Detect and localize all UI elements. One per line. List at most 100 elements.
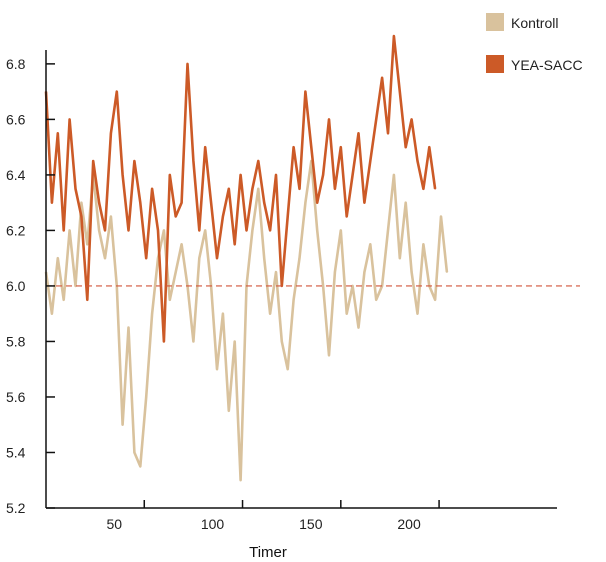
data-point-yea-sacc [110,132,112,135]
data-point-kontroll [304,201,307,204]
data-point-yea-sacc [357,132,360,135]
data-point-yea-sacc [363,201,366,204]
y-tick-label: 5.6 [6,389,26,405]
data-point-kontroll [80,201,83,204]
data-point-kontroll [410,271,413,273]
data-point-kontroll [145,396,147,398]
data-point-kontroll [440,215,442,218]
data-point-yea-sacc [298,188,301,190]
data-point-kontroll [275,271,277,273]
data-point-kontroll [251,229,254,232]
data-point-kontroll [151,312,153,315]
y-axis-ticks: 5.2 5.4 5.6 5.8 6.0 6.2 6.4 6.6 6.8 [6,56,55,516]
data-point-yea-sacc [62,229,65,232]
data-point-yea-sacc [98,201,100,204]
data-point-kontroll [239,479,242,482]
data-point-kontroll [163,229,165,232]
data-point-yea-sacc [169,174,171,176]
data-point-yea-sacc [92,160,94,162]
data-point-kontroll [104,257,106,260]
y-tick-label: 6.4 [6,167,26,183]
series-layer [44,34,449,482]
data-point-kontroll [228,410,230,412]
data-point-yea-sacc [351,174,354,176]
data-point-kontroll [345,312,348,315]
data-point-yea-sacc [139,201,142,204]
data-point-kontroll [192,340,195,343]
data-point-yea-sacc [369,160,372,162]
data-point-yea-sacc [257,160,260,162]
data-point-kontroll [351,285,354,287]
data-point-yea-sacc [381,77,383,79]
data-point-yea-sacc [304,90,307,93]
x-tick-label: 150 [299,516,323,532]
data-point-yea-sacc [345,215,348,218]
legend-swatch-yea-sacc [486,55,504,73]
data-point-kontroll [139,465,142,468]
data-point-kontroll [387,229,389,232]
data-point-kontroll [180,243,183,246]
x-axis-ticks: 50 100 150 200 [106,500,440,532]
data-point-kontroll [416,312,419,315]
data-point-kontroll [222,312,224,315]
data-point-kontroll [198,257,201,260]
data-point-kontroll [281,340,283,343]
data-point-yea-sacc [133,160,136,162]
y-tick-label: 5.4 [6,444,26,460]
data-point-yea-sacc [74,188,77,190]
data-point-kontroll [57,257,59,260]
x-tick-label: 100 [201,516,225,532]
data-point-kontroll [269,312,271,315]
data-point-yea-sacc [269,229,271,232]
y-tick-label: 5.8 [6,333,26,349]
data-point-kontroll [334,271,336,273]
data-point-yea-sacc [410,118,413,121]
data-point-kontroll [121,423,124,426]
data-point-yea-sacc [151,188,153,190]
y-tick-label: 6.0 [6,278,26,294]
data-point-kontroll [133,451,136,454]
data-point-yea-sacc [80,215,83,218]
data-point-kontroll [292,299,295,301]
data-point-kontroll [169,299,171,301]
data-point-kontroll [363,271,366,273]
data-point-yea-sacc [157,229,159,232]
data-point-yea-sacc [116,90,118,93]
data-point-kontroll [51,312,53,315]
data-point-yea-sacc [86,299,89,301]
data-point-yea-sacc [251,188,254,190]
data-point-yea-sacc [186,63,189,65]
data-point-yea-sacc [127,229,130,232]
data-point-yea-sacc [340,146,342,148]
data-point-yea-sacc [422,188,425,190]
data-point-kontroll [127,326,130,329]
y-tick-label: 6.6 [6,111,26,127]
data-point-kontroll [62,299,65,301]
x-tick-label: 50 [106,516,122,532]
legend-label-kontroll: Kontroll [511,15,558,31]
data-point-kontroll [316,229,319,232]
data-point-yea-sacc [198,229,201,232]
data-point-kontroll [422,243,425,246]
data-point-kontroll [263,257,266,260]
data-point-kontroll [204,229,206,232]
data-point-yea-sacc [121,174,124,176]
data-point-yea-sacc [145,257,147,260]
data-point-kontroll [257,188,260,190]
data-point-yea-sacc [310,146,313,148]
data-point-kontroll [298,257,301,260]
data-point-yea-sacc [328,118,330,121]
data-point-kontroll [216,368,218,371]
data-point-kontroll [110,215,112,218]
data-point-kontroll [399,257,401,260]
data-point-yea-sacc [222,215,224,218]
data-point-yea-sacc [174,215,177,218]
data-point-kontroll [446,271,448,273]
y-tick-label: 5.2 [6,500,26,516]
data-point-yea-sacc [434,188,436,190]
data-point-kontroll [404,201,407,204]
y-tick-label: 6.8 [6,56,26,72]
data-point-yea-sacc [104,229,106,232]
data-point-kontroll [434,299,436,301]
data-point-yea-sacc [192,160,195,162]
